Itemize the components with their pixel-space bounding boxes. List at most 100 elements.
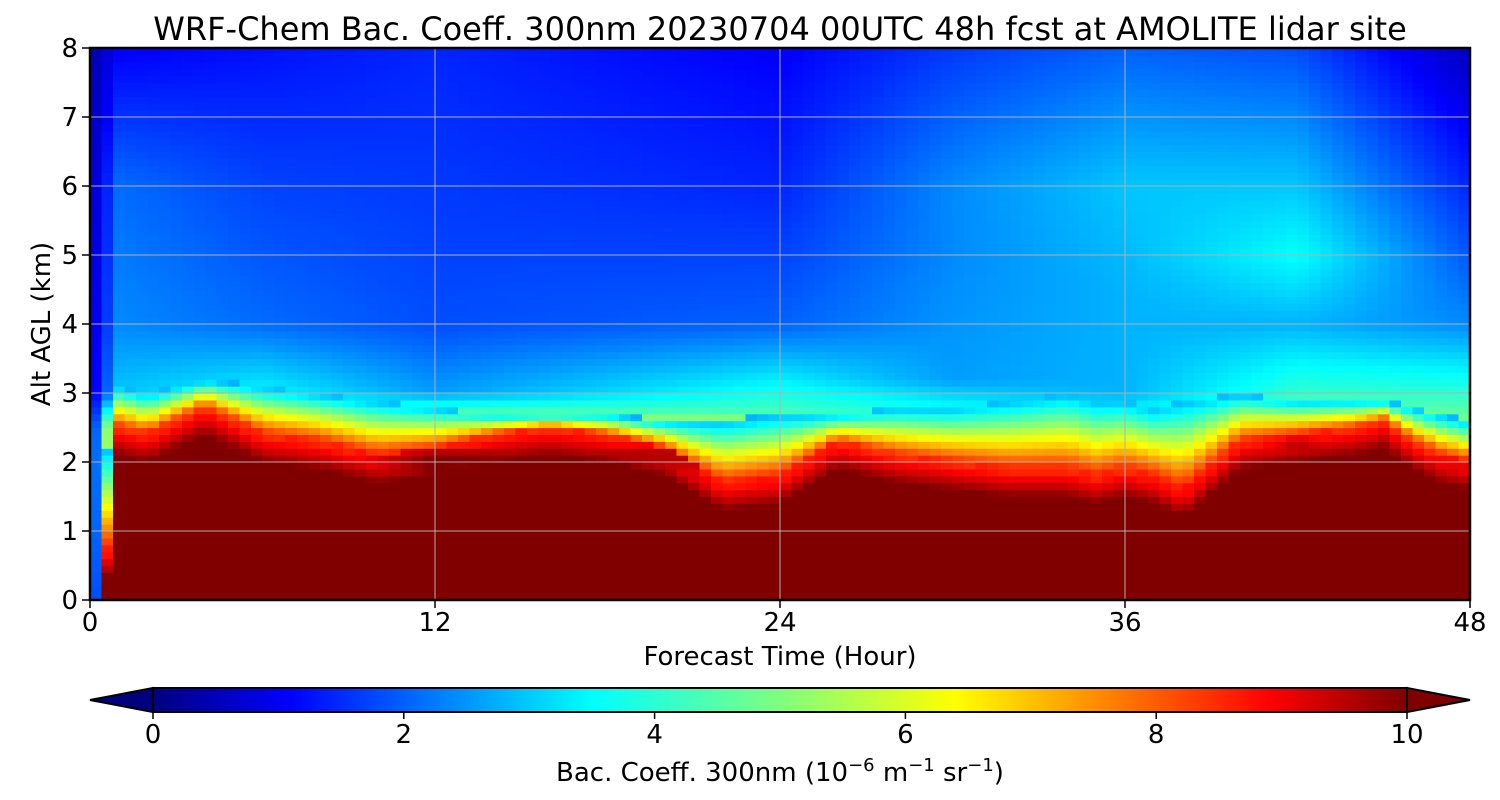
heatmap-cell (550, 427, 563, 435)
heatmap-cell (734, 317, 747, 325)
heatmap-cell (630, 82, 643, 90)
heatmap-cell (458, 96, 471, 104)
heatmap-cell (101, 406, 114, 415)
heatmap-cell (722, 255, 735, 263)
heatmap-cell (113, 199, 126, 208)
heatmap-cell (469, 537, 482, 546)
heatmap-cell (147, 75, 160, 84)
heatmap-cell (458, 255, 471, 263)
heatmap-cell (791, 158, 804, 166)
heatmap-cell (699, 510, 712, 518)
heatmap-cell (481, 399, 494, 408)
heatmap-cell (124, 579, 137, 587)
heatmap-cell (251, 179, 264, 187)
heatmap-cell (550, 365, 563, 373)
heatmap-cell (607, 137, 620, 146)
heatmap-cell (193, 441, 206, 449)
heatmap-cell (423, 324, 436, 332)
heatmap-cell (757, 379, 770, 387)
heatmap-cell (343, 130, 356, 139)
heatmap-cell (538, 434, 551, 442)
heatmap-cell (193, 503, 206, 511)
heatmap-cell (584, 551, 597, 560)
heatmap-cell (676, 192, 689, 201)
heatmap-cell (170, 296, 183, 304)
heatmap-cell (780, 586, 793, 594)
heatmap-cell (262, 420, 275, 429)
heatmap-cell (527, 68, 540, 77)
heatmap-cell (803, 379, 816, 387)
heatmap-cell (262, 137, 275, 146)
heatmap-cell (320, 82, 333, 90)
heatmap-cell (630, 406, 643, 415)
heatmap-cell (320, 213, 333, 222)
heatmap-cell (228, 192, 241, 201)
heatmap-cell (561, 565, 574, 573)
heatmap-cell (481, 427, 494, 435)
heatmap-cell (159, 179, 172, 187)
heatmap-cell (734, 537, 747, 546)
heatmap-cell (308, 158, 321, 166)
heatmap-cell (124, 61, 137, 70)
heatmap-cell (400, 510, 413, 518)
heatmap-cell (550, 172, 563, 180)
heatmap-cell (170, 317, 183, 325)
heatmap-cell (757, 441, 770, 449)
heatmap-cell (584, 192, 597, 201)
heatmap-cell (596, 75, 609, 84)
heatmap-cell (136, 317, 149, 325)
heatmap-cell (676, 558, 689, 567)
heatmap-cell (722, 303, 735, 311)
heatmap-cell (389, 61, 402, 70)
heatmap-cell (239, 351, 252, 360)
heatmap-cell (435, 386, 448, 394)
heatmap-cell (136, 158, 149, 166)
heatmap-cell (676, 68, 689, 77)
heatmap-cell (124, 268, 137, 277)
heatmap-cell (412, 537, 425, 546)
heatmap-cell (308, 165, 321, 173)
heatmap-cell (780, 282, 793, 291)
heatmap-cell (113, 386, 126, 394)
heatmap-cell (90, 434, 103, 442)
heatmap-cell (550, 241, 563, 249)
heatmap-cell (170, 241, 183, 249)
heatmap-cell (688, 61, 701, 70)
heatmap-cell (147, 144, 160, 153)
heatmap-cell (377, 324, 390, 332)
heatmap-cell (366, 524, 379, 532)
heatmap-cell (412, 565, 425, 573)
heatmap-cell (527, 110, 540, 118)
heatmap-cell (423, 544, 436, 553)
heatmap-cell (711, 282, 724, 291)
heatmap-cell (538, 324, 551, 332)
heatmap-cell (251, 220, 264, 228)
heatmap-cell (642, 158, 655, 166)
heatmap-cell (791, 61, 804, 70)
heatmap-cell (239, 462, 252, 470)
heatmap-cell (504, 206, 517, 215)
heatmap-cell (665, 420, 678, 429)
heatmap-cell (147, 462, 160, 470)
heatmap-cell (343, 89, 356, 97)
heatmap-cell (791, 220, 804, 228)
heatmap-cell (251, 234, 264, 242)
heatmap-cell (492, 468, 505, 477)
heatmap-cell (251, 206, 264, 215)
heatmap-cell (239, 220, 252, 228)
heatmap-cell (285, 337, 298, 346)
heatmap-cell (124, 386, 137, 394)
heatmap-cell (435, 123, 448, 132)
heatmap-cell (285, 372, 298, 380)
heatmap-cell (780, 351, 793, 360)
heatmap-cell (596, 558, 609, 567)
heatmap-cell (377, 192, 390, 201)
heatmap-cell (642, 144, 655, 153)
heatmap-cell (745, 413, 758, 422)
heatmap-cell (768, 317, 781, 325)
heatmap-cell (481, 54, 494, 63)
heatmap-cell (435, 510, 448, 518)
heatmap-cell (630, 482, 643, 491)
heatmap-cell (515, 144, 528, 153)
heatmap-cell (216, 48, 229, 56)
